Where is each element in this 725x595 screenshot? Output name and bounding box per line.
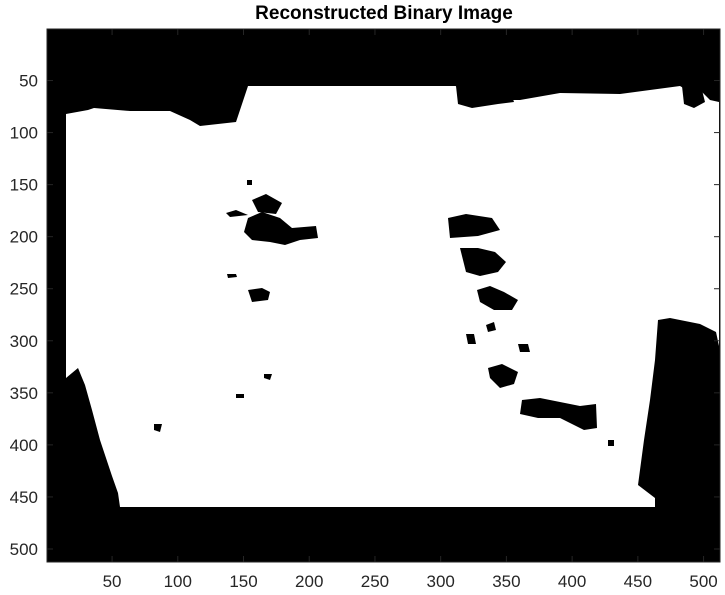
y-tick-label: 200	[10, 228, 38, 247]
x-tick-label: 100	[164, 572, 192, 591]
x-tick-label: 50	[103, 572, 122, 591]
binary-image	[47, 29, 720, 562]
x-tick-label: 400	[558, 572, 586, 591]
y-axis-ticks: 50 100 150 200 250 300 350 400 450 500	[10, 72, 720, 559]
y-tick-label: 250	[10, 280, 38, 299]
axes-box	[46, 28, 721, 563]
x-tick-label: 300	[426, 572, 454, 591]
figure-title: Reconstructed Binary Image	[255, 3, 513, 24]
y-tick-label: 400	[10, 436, 38, 455]
x-tick-label: 200	[295, 572, 323, 591]
x-tick-label: 450	[624, 572, 652, 591]
y-tick-label: 300	[10, 332, 38, 351]
y-tick-label: 350	[10, 384, 38, 403]
x-tick-label: 350	[492, 572, 520, 591]
y-tick-label: 50	[19, 72, 38, 91]
y-tick-label: 100	[10, 124, 38, 143]
y-tick-label: 450	[10, 488, 38, 507]
x-tick-label: 500	[689, 572, 717, 591]
image-white-region	[66, 86, 719, 507]
x-axis-ticks: 50 100 150 200 250 300 350 400 450 500	[103, 29, 718, 591]
x-tick-label: 250	[361, 572, 389, 591]
image-black-blobs	[154, 86, 705, 446]
y-tick-label: 500	[10, 540, 38, 559]
x-tick-label: 150	[229, 572, 257, 591]
y-tick-label: 150	[10, 176, 38, 195]
binary-image-plot: 50 100 150 200 250 300 350 400 450 500 50 100 150 20…	[10, 28, 721, 591]
